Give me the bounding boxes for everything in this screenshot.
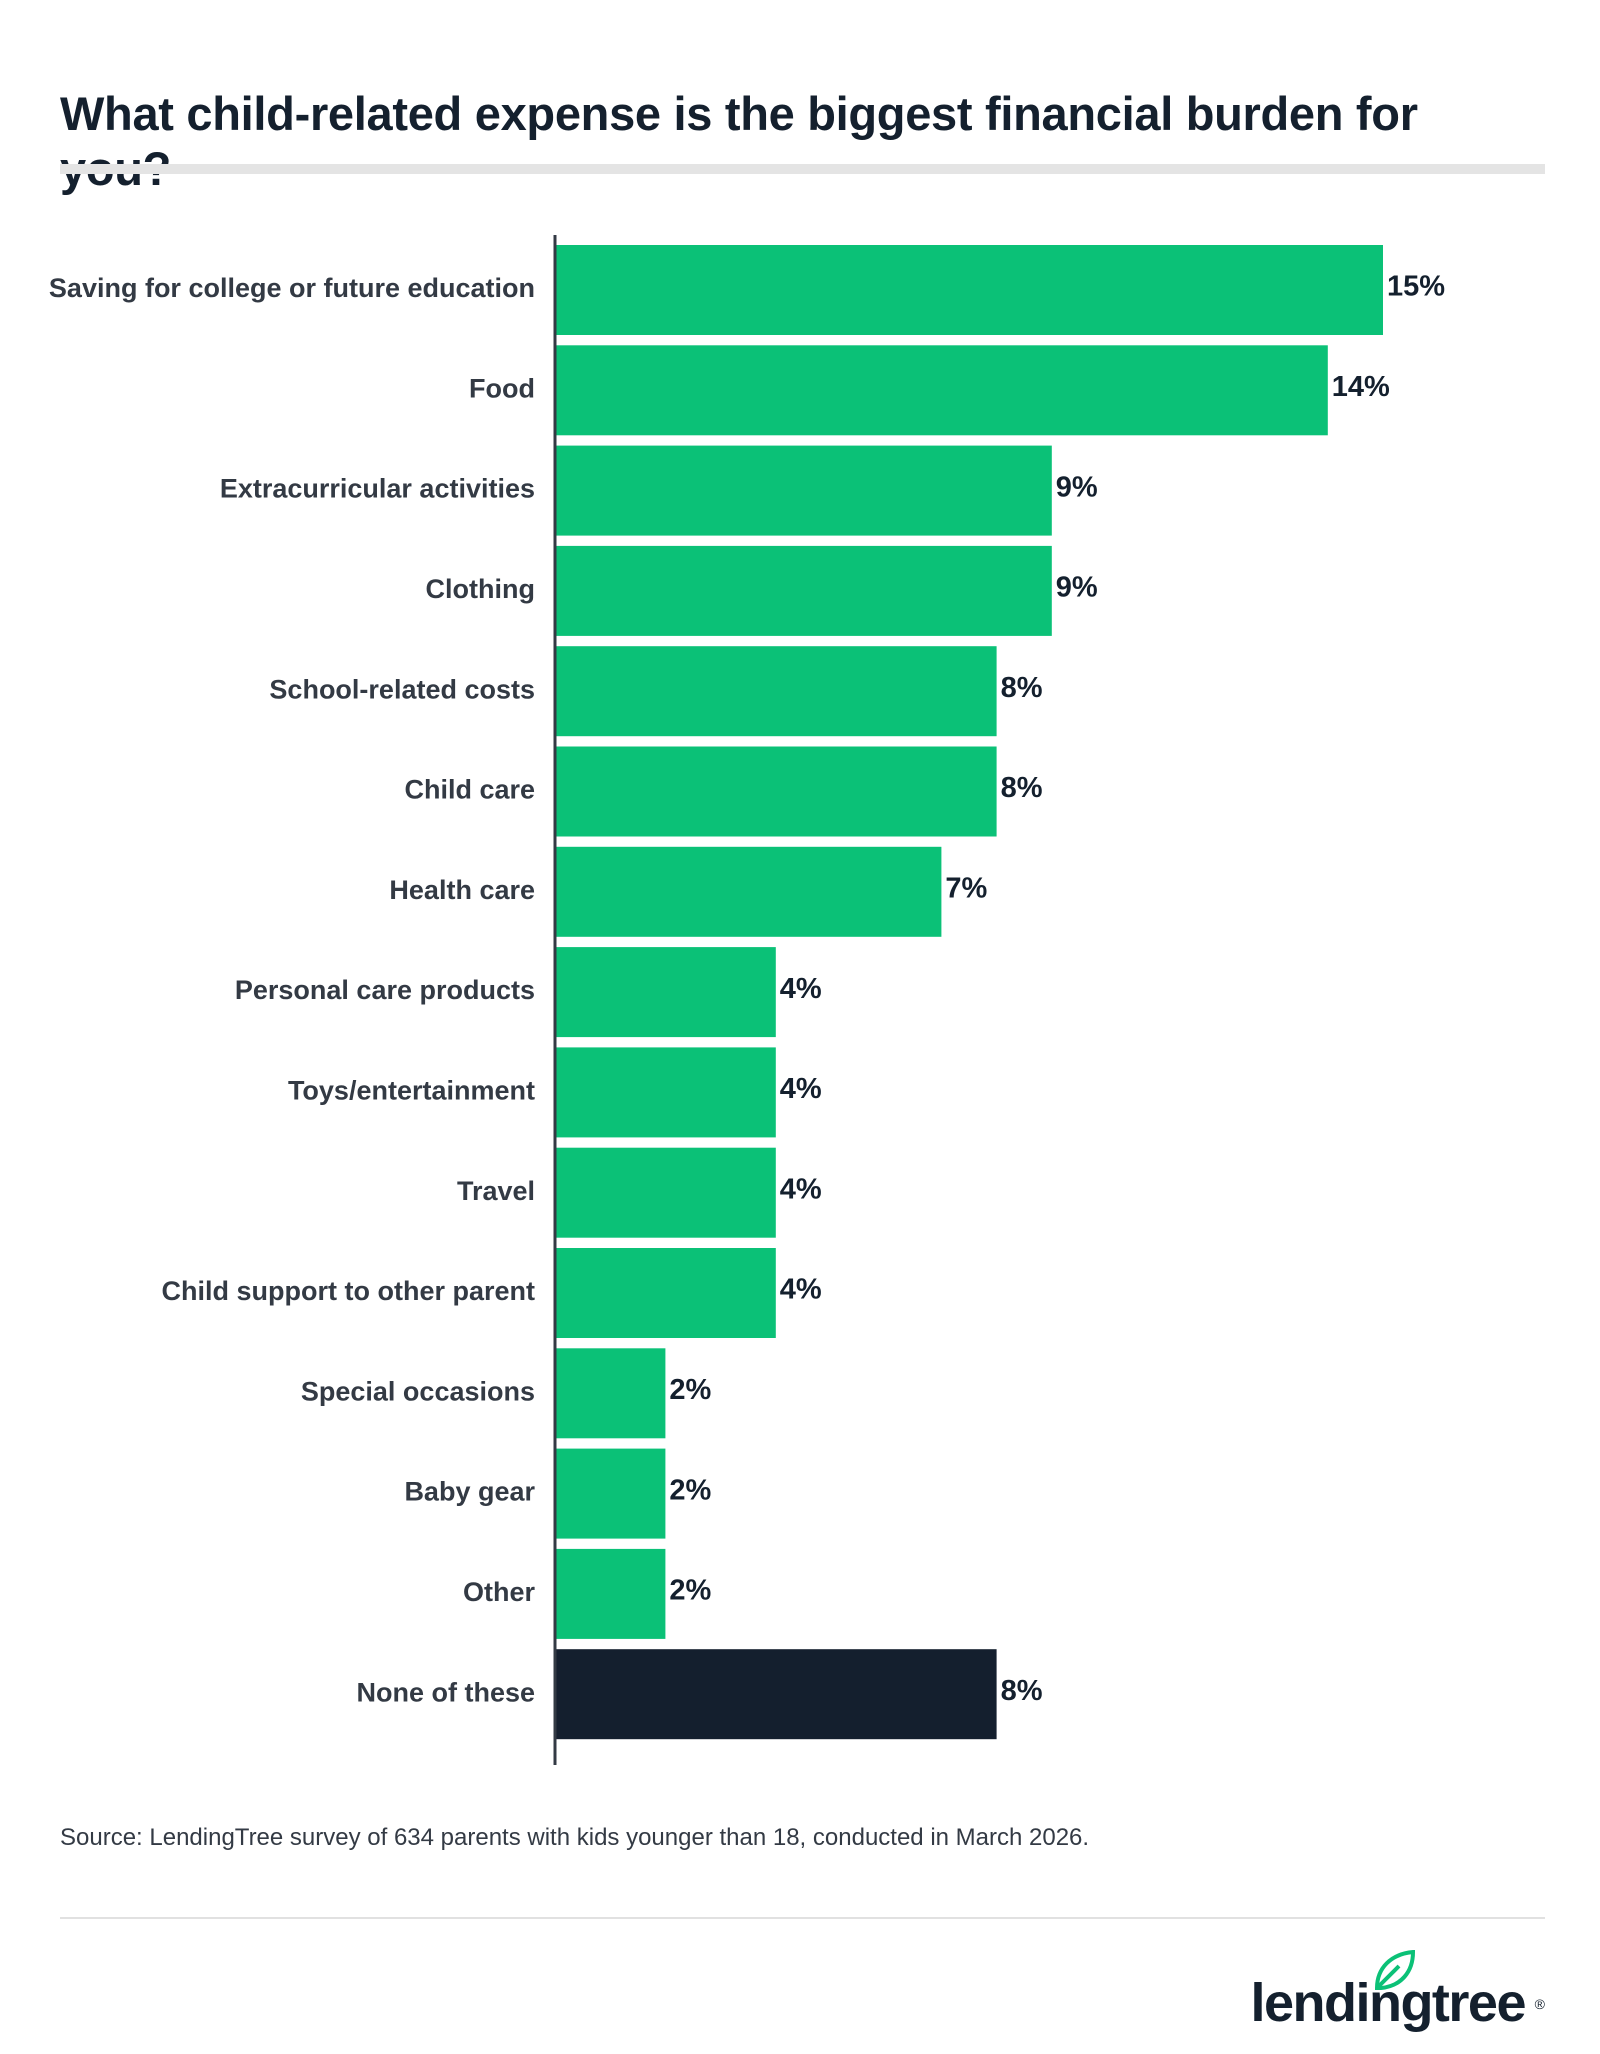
category-label: Baby gear — [404, 1477, 535, 1507]
category-label: Child care — [404, 775, 535, 805]
bar-6 — [555, 846, 942, 937]
value-label: 8% — [1001, 672, 1043, 704]
bar-7 — [555, 947, 776, 1038]
category-label: Extracurricular activities — [220, 474, 535, 504]
value-label: 15% — [1387, 271, 1445, 303]
bar-1 — [555, 345, 1328, 436]
category-label: School-related costs — [269, 674, 535, 704]
value-label: 7% — [945, 872, 987, 904]
bar-10 — [555, 1248, 776, 1338]
bar-0 — [555, 245, 1383, 335]
value-label: 2% — [669, 1575, 711, 1607]
category-label: Health care — [389, 875, 535, 905]
category-label: Travel — [457, 1176, 535, 1206]
bar-chart: Saving for college or future education 15… — [49, 235, 1445, 1765]
bar-3 — [555, 545, 1052, 636]
category-label: Saving for college or future education — [49, 273, 535, 303]
bar-8 — [555, 1047, 776, 1138]
category-label: Child support to other parent — [162, 1276, 535, 1306]
bar-14 — [555, 1649, 997, 1740]
category-label: None of these — [356, 1677, 535, 1707]
lendingtree-logo[interactable]: lendingtree ® — [1225, 1950, 1545, 2040]
value-label: 4% — [780, 1274, 822, 1306]
category-label: Food — [469, 373, 535, 403]
value-label: 8% — [1001, 1675, 1043, 1707]
value-label: 2% — [669, 1474, 711, 1506]
bar-9 — [555, 1147, 776, 1238]
bar-4 — [555, 646, 997, 737]
value-label: 2% — [669, 1374, 711, 1406]
source-note: Source: LendingTree survey of 634 parent… — [60, 1824, 1090, 1851]
value-label: 9% — [1056, 572, 1098, 604]
value-label: 8% — [1001, 772, 1043, 804]
category-label: Other — [463, 1577, 536, 1607]
category-label: Personal care products — [235, 975, 535, 1005]
title-divider — [60, 164, 1545, 174]
value-label: 14% — [1332, 371, 1390, 403]
bar-2 — [555, 445, 1052, 536]
logo-wordmark: lendingtree — [1250, 1973, 1526, 2033]
value-label: 4% — [780, 973, 822, 1005]
value-label: 4% — [780, 1173, 822, 1205]
bar-12 — [555, 1448, 666, 1539]
logo-registered-mark: ® — [1534, 1996, 1545, 2012]
footer-divider — [60, 1917, 1545, 1919]
category-label: Special occasions — [301, 1376, 535, 1406]
value-label: 4% — [780, 1073, 822, 1105]
category-label: Toys/entertainment — [288, 1076, 535, 1106]
category-label: Clothing — [426, 574, 535, 604]
bar-11 — [555, 1348, 666, 1439]
leaf-icon — [1374, 1950, 1416, 1990]
bar-5 — [555, 746, 997, 837]
value-label: 9% — [1056, 471, 1098, 503]
bar-13 — [555, 1548, 666, 1639]
